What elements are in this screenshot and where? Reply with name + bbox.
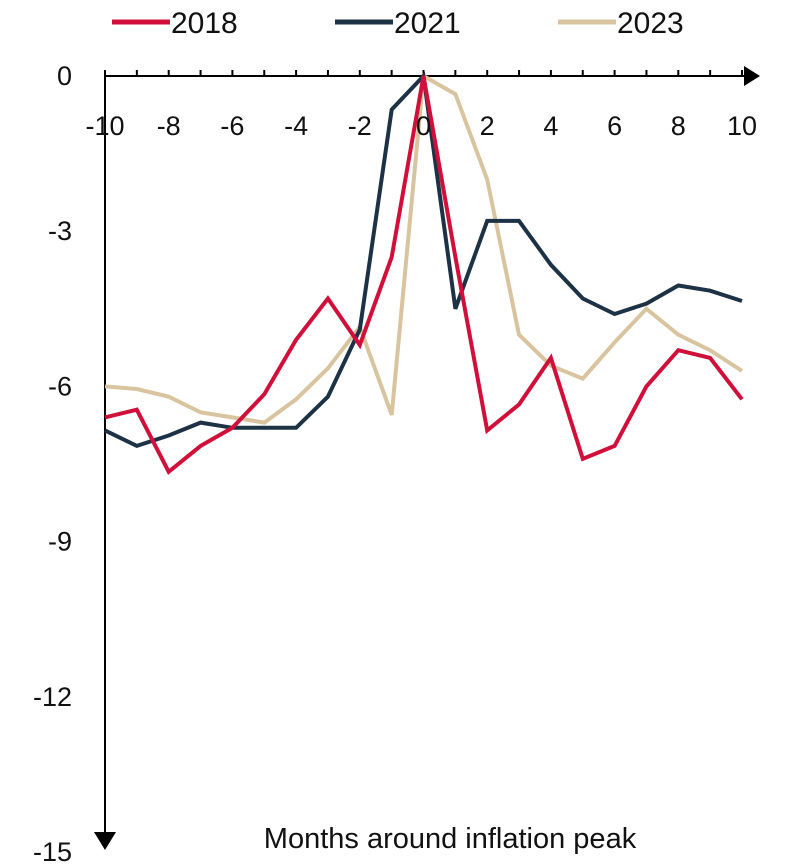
x-tick-label: -6 [220, 111, 244, 141]
x-tick-label: 2 [480, 111, 495, 141]
x-tick-label: 6 [607, 111, 622, 141]
y-tick-label: -15 [33, 837, 72, 864]
x-axis-arrow-icon [744, 66, 760, 86]
y-tick-label: -9 [48, 527, 72, 557]
y-axis-arrow-icon [94, 832, 116, 850]
x-tick-label: 4 [543, 111, 558, 141]
series-line-2018 [104, 75, 744, 475]
x-tick-label: -2 [348, 111, 372, 141]
y-tick-label: -12 [33, 682, 72, 712]
x-tick-label: -10 [85, 111, 124, 141]
legend-label-2018: 2018 [171, 7, 238, 40]
y-tick-label: -6 [48, 371, 72, 401]
x-tick-label: 0 [416, 111, 431, 141]
legend: 2018 2021 2023 [112, 7, 684, 40]
x-tick-label: -4 [284, 111, 308, 141]
x-axis-title: Months around inflation peak [264, 823, 637, 855]
x-tick-label: 10 [727, 111, 757, 141]
series-lines [104, 71, 744, 475]
axis-ticks [104, 70, 743, 76]
y-tick-label: -3 [48, 216, 72, 246]
y-axis [94, 76, 116, 850]
legend-label-2021: 2021 [394, 7, 461, 40]
legend-label-2023: 2023 [617, 7, 684, 40]
x-tick-label: -8 [157, 111, 181, 141]
x-tick-label: 8 [671, 111, 686, 141]
y-tick-label: 0 [57, 61, 72, 91]
tick-labels: -10 -8 -6 -4 -2 0 2 4 6 8 10 0 -3 -6 -9 -12 -15 [33, 61, 757, 864]
